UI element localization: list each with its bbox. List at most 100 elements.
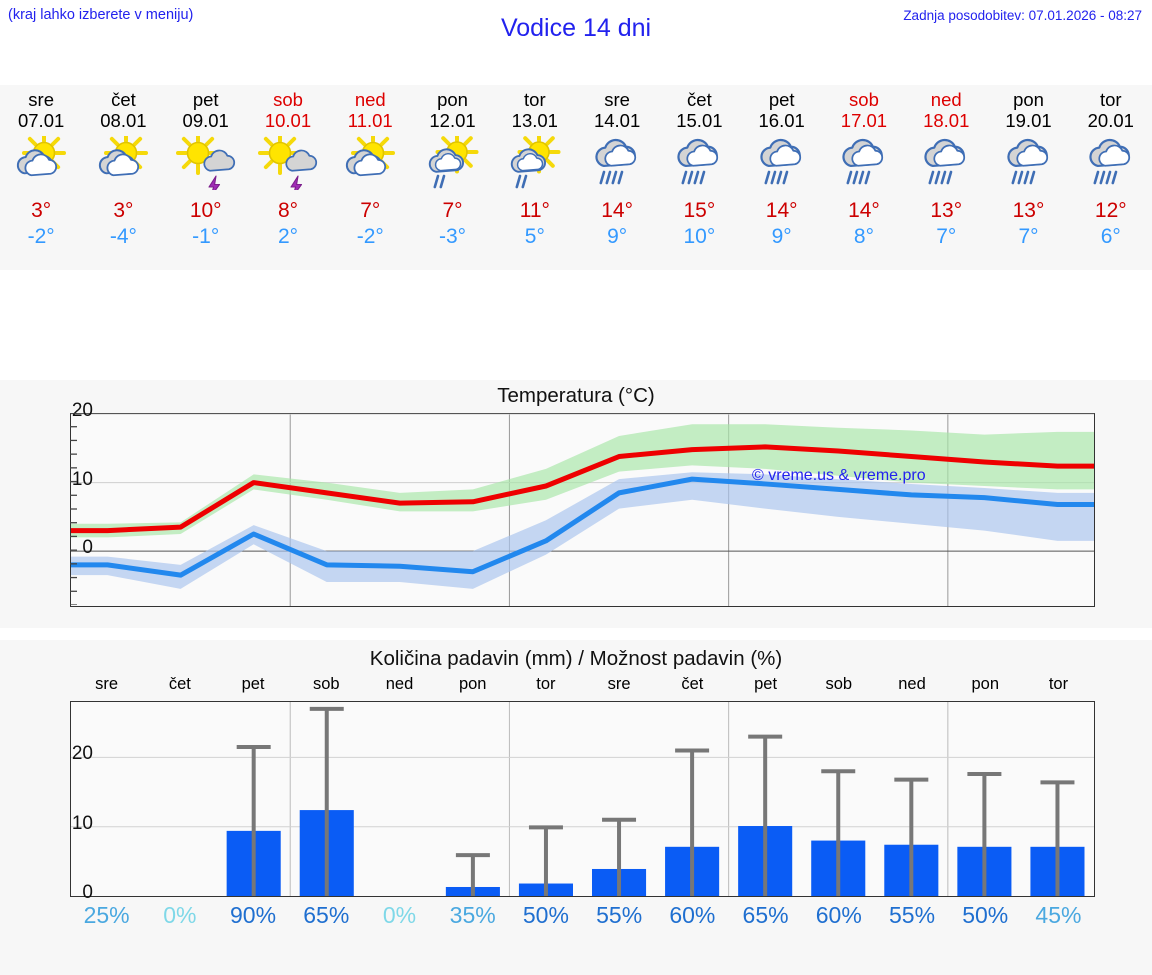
- precipitation-day-label: pon: [971, 675, 999, 693]
- precipitation-day-label: sre: [95, 675, 119, 693]
- forecast-day-name: ned: [354, 89, 386, 110]
- forecast-day-date: 08.01: [100, 110, 147, 131]
- forecast-day-date: 13.01: [511, 110, 558, 131]
- precipitation-probability-value: 65%: [742, 902, 789, 928]
- forecast-temp-min: -3°: [439, 225, 467, 248]
- forecast-day-column: ned 11.01 7° -2°: [329, 85, 411, 270]
- precipitation-day-label: tor: [1048, 675, 1069, 693]
- precipitation-day-label: ned: [385, 675, 414, 693]
- forecast-day-date: 10.01: [264, 110, 312, 131]
- precipitation-probability-value: 65%: [303, 902, 350, 928]
- sun-cloud-rain-icon: [423, 134, 483, 192]
- precipitation-day-label: ned: [898, 675, 926, 693]
- forecast-temp-min: 10°: [683, 225, 716, 248]
- forecast-day-column: ned 18.01 13° 7°: [905, 85, 987, 270]
- sun-cloud-storm-icon: [257, 134, 318, 192]
- forecast-temp-min: 9°: [607, 225, 628, 248]
- precipitation-day-label: čet: [168, 675, 191, 693]
- temperature-chart-section: Temperatura (°C) 0 10 20: [0, 380, 1152, 628]
- temperature-plot-area: [70, 413, 1095, 607]
- forecast-temp-max: 7°: [360, 199, 381, 222]
- forecast-temp-min: -1°: [192, 225, 220, 248]
- forecast-temp-min: 7°: [1018, 225, 1039, 248]
- precipitation-plot-area: [70, 701, 1095, 897]
- precipitation-day-label: pet: [241, 675, 265, 693]
- precipitation-probability-value: 0%: [382, 902, 417, 928]
- forecast-temp-min: 2°: [277, 225, 299, 248]
- precipitation-probability-value: 0%: [163, 902, 197, 928]
- forecast-day-column: pet 16.01 14° 9°: [741, 85, 823, 270]
- forecast-temp-min: 9°: [771, 225, 792, 248]
- cloud-rain-icon: [999, 134, 1059, 192]
- forecast-day-name: tor: [1100, 89, 1122, 110]
- temperature-chart-title: Temperatura (°C): [497, 384, 655, 407]
- forecast-day-name: čet: [111, 89, 136, 110]
- forecast-day-date: 18.01: [923, 110, 970, 131]
- forecast-temp-min: -2°: [27, 225, 55, 248]
- forecast-temp-min: -2°: [356, 225, 384, 248]
- precipitation-probability-value: 60%: [815, 902, 862, 928]
- page-header: (kraj lahko izberete v meniju) Vodice 14…: [0, 0, 1152, 62]
- page-title: Vodice 14 dni: [500, 14, 652, 42]
- precipitation-probability-value: 60%: [669, 902, 716, 928]
- forecast-day-column: pon 12.01 7° -3°: [411, 85, 493, 270]
- forecast-day-name: čet: [687, 89, 712, 110]
- precipitation-day-label: pet: [754, 675, 778, 693]
- precipitation-day-label: tor: [536, 675, 556, 693]
- forecast-temp-max: 3°: [113, 199, 134, 222]
- precipitation-y-tick-label: 10: [71, 812, 93, 834]
- forecast-day-name: ned: [930, 89, 962, 110]
- precipitation-probability-value: 90%: [230, 902, 277, 928]
- precipitation-probability-value: 55%: [596, 902, 643, 928]
- forecast-day-column: sre 07.01 3° -2°: [0, 85, 82, 270]
- precipitation-day-label: sre: [607, 675, 631, 693]
- forecast-day-date: 12.01: [429, 110, 476, 131]
- forecast-day-name: pon: [1013, 89, 1044, 110]
- forecast-day-date: 07.01: [17, 110, 65, 131]
- precipitation-probability-value: 50%: [522, 902, 569, 928]
- forecast-day-name: sre: [604, 89, 630, 110]
- forecast-temp-max: 7°: [442, 199, 463, 222]
- cloud-rain-icon: [1081, 134, 1141, 192]
- daily-forecast-strip: sre 07.01 3° -2° čet 08.01 3° -4° pet 09.01 10°…: [0, 85, 1152, 270]
- precipitation-y-tick-label: 20: [71, 743, 93, 765]
- forecast-day-name: sob: [273, 89, 303, 110]
- menu-hint-text: (kraj lahko izberete v meniju): [8, 7, 194, 23]
- forecast-temp-min: 8°: [853, 225, 874, 248]
- cloud-rain-icon: [834, 134, 894, 192]
- precipitation-day-label: čet: [681, 675, 704, 693]
- forecast-day-column: čet 08.01 3° -4°: [82, 85, 164, 270]
- forecast-day-name: tor: [524, 89, 546, 110]
- forecast-temp-max: 15°: [683, 199, 716, 222]
- sun-cloud-rain-icon: [505, 134, 565, 192]
- forecast-day-name: pet: [768, 89, 795, 110]
- precipitation-probability-value: 25%: [83, 902, 130, 928]
- precipitation-x-axis-labels: sre čet pet sob ned pon tor sre čet pet sob ned pon t…: [70, 675, 1095, 697]
- forecast-temp-max: 13°: [1012, 199, 1045, 222]
- precipitation-probability-value: 35%: [449, 902, 496, 928]
- precipitation-chart-section: Količina padavin (mm) / Možnost padavin …: [0, 640, 1152, 975]
- forecast-temp-max: 14°: [765, 199, 798, 222]
- cloud-rain-icon: [587, 134, 647, 192]
- forecast-temp-min: 7°: [936, 225, 957, 248]
- forecast-temp-max: 14°: [848, 199, 880, 222]
- forecast-temp-min: 5°: [524, 225, 545, 248]
- precipitation-day-label: sob: [825, 675, 853, 693]
- forecast-day-column: sob 17.01 14° 8°: [823, 85, 905, 270]
- forecast-day-name: sre: [28, 89, 54, 110]
- forecast-day-date: 14.01: [593, 110, 641, 131]
- temperature-y-tick-label: 10: [71, 468, 93, 490]
- forecast-day-column: tor 13.01 11° 5°: [494, 85, 576, 270]
- last-updated-text: Zadnja posodobitev: 07.01.2026 - 08:27: [903, 8, 1142, 23]
- forecast-temp-max: 8°: [277, 199, 299, 222]
- precipitation-probability-value: 55%: [888, 902, 936, 928]
- forecast-day-column: pet 09.01 10° -1°: [165, 85, 247, 270]
- forecast-temp-max: 13°: [930, 199, 963, 222]
- precipitation-chart-title: Količina padavin (mm) / Možnost padavin …: [369, 647, 783, 670]
- temperature-y-tick-label: 20: [71, 400, 93, 421]
- precipitation-probability-value: 45%: [1035, 902, 1082, 928]
- forecast-temp-max: 10°: [189, 199, 222, 222]
- forecast-temp-max: 11°: [519, 199, 550, 222]
- cloud-rain-icon: [916, 134, 976, 192]
